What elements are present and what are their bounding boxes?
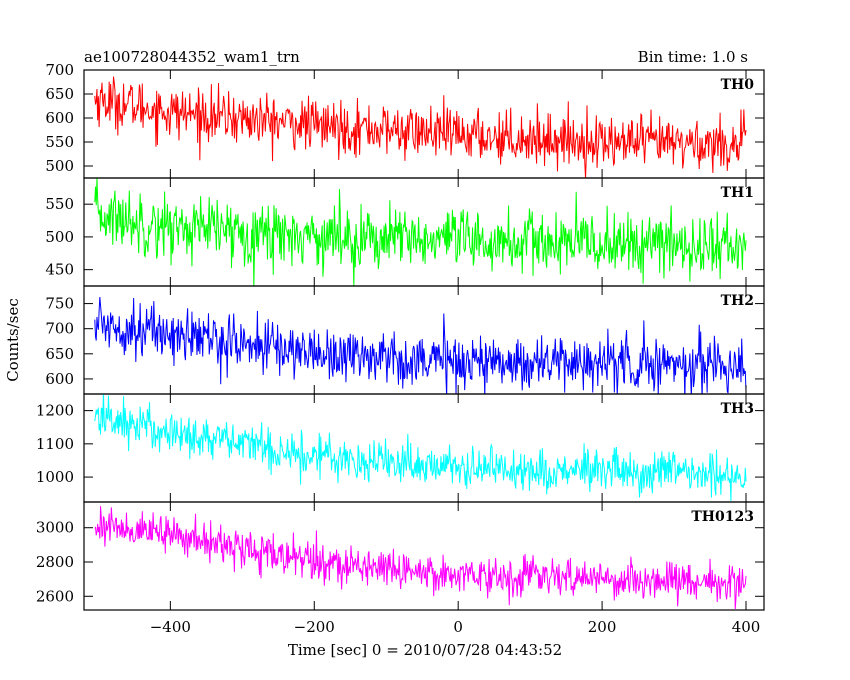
panels: 500 550 600 650 700 TH0 450 500 550 TH1 600 650 700 7… <box>36 61 765 636</box>
y-tick-label: 500 <box>45 228 74 246</box>
x-tick-label: 0 <box>453 618 463 636</box>
panel-frame <box>83 393 765 503</box>
y-tick-label: 1200 <box>36 402 74 420</box>
panel-label: TH1 <box>721 185 754 201</box>
panel-label: TH3 <box>721 401 754 417</box>
y-tick-label: 700 <box>45 320 74 338</box>
series-line-th2 <box>94 296 747 394</box>
y-axis-label: Counts/sec <box>4 298 22 382</box>
y-tick-label: 450 <box>45 261 74 279</box>
x-tick-label: 400 <box>732 618 761 636</box>
y-tick-label: 500 <box>45 157 74 175</box>
x-tick-label: −200 <box>294 618 335 636</box>
y-tick-label: 650 <box>45 345 74 363</box>
series-line-th3 <box>94 394 747 501</box>
y-tick-label: 2600 <box>36 587 74 605</box>
y-tick-label: 700 <box>45 61 74 79</box>
panel-label: TH0 <box>721 77 755 93</box>
y-tick-label: 750 <box>45 295 74 313</box>
y-tick-label: 550 <box>45 195 74 213</box>
y-tick-label: 3000 <box>36 519 74 537</box>
x-tick-label: −400 <box>150 618 191 636</box>
y-tick-label: 1000 <box>36 468 74 486</box>
y-tick-label: 600 <box>45 370 74 388</box>
y-tick-label: 650 <box>45 85 74 103</box>
y-tick-label: 550 <box>45 133 74 151</box>
y-tick-label: 600 <box>45 109 74 127</box>
panel-label: TH2 <box>721 293 754 309</box>
panel-frame <box>83 501 765 611</box>
bin-time-label: Bin time: 1.0 s <box>638 48 748 66</box>
x-tick-label: 200 <box>588 618 617 636</box>
series-line-th0123 <box>94 506 747 610</box>
series-line-th0 <box>94 76 747 178</box>
y-tick-label: 1100 <box>36 435 74 453</box>
series-line-th1 <box>94 178 747 286</box>
x-axis-label: Time [sec] 0 = 2010/07/28 04:43:52 <box>288 641 562 659</box>
y-tick-label: 2800 <box>36 553 74 571</box>
panel-label: TH0123 <box>691 509 754 525</box>
chart-title: ae100728044352_wam1_trn <box>84 48 300 66</box>
